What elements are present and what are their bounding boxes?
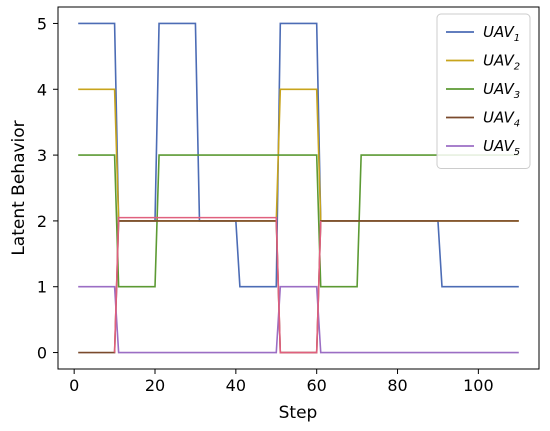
x-tick-label: 60 xyxy=(307,376,327,395)
y-tick-label: 5 xyxy=(37,14,47,33)
y-tick-label: 3 xyxy=(37,146,47,165)
legend-box xyxy=(436,13,531,169)
x-tick-label: 80 xyxy=(387,376,407,395)
series-line-uav5 xyxy=(78,285,519,354)
x-axis: 0 20 40 60 80 100 xyxy=(69,369,494,395)
plot-lines xyxy=(78,22,519,354)
legend-item-uav1: UAV1 xyxy=(446,23,520,44)
y-tick-label: 4 xyxy=(37,80,47,99)
y-tick-label: 2 xyxy=(37,212,47,231)
y-axis: 0 1 2 3 4 5 xyxy=(37,14,58,363)
legend-label: UAV1 xyxy=(483,23,520,44)
x-axis-label: Step xyxy=(279,403,318,423)
legend: UAV1 UAV2 UAV3 UAV4 UAV5 xyxy=(436,13,531,169)
x-tick-label: 20 xyxy=(145,376,165,395)
series-line-unlabeled-5 xyxy=(113,216,322,354)
y-tick-label: 1 xyxy=(37,278,47,297)
plot-frame xyxy=(57,6,540,370)
legend-item-uav5: UAV5 xyxy=(446,137,520,158)
x-tick-label: 100 xyxy=(463,376,494,395)
legend-label: UAV5 xyxy=(483,137,520,158)
legend-label: UAV3 xyxy=(483,80,520,101)
y-tick-label: 0 xyxy=(37,344,47,363)
legend-item-uav4: UAV4 xyxy=(446,109,520,130)
x-tick-label: 40 xyxy=(226,376,246,395)
y-axis-label: Latent Behavior xyxy=(9,120,29,255)
legend-item-uav3: UAV3 xyxy=(446,80,520,101)
legend-label: UAV2 xyxy=(483,52,520,73)
legend-label: UAV4 xyxy=(483,109,520,130)
x-tick-label: 0 xyxy=(69,376,79,395)
legend-item-uav2: UAV2 xyxy=(446,52,520,73)
